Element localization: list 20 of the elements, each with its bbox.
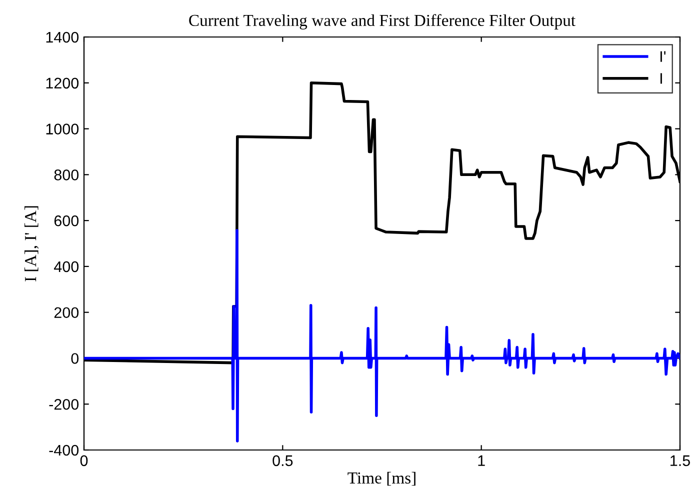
y-tick-label: 1200 xyxy=(46,78,79,89)
y-tick-label: 1400 xyxy=(46,32,79,43)
line-series xyxy=(84,229,680,442)
x-tick-label: 1 xyxy=(478,455,485,466)
y-tick-label: 1000 xyxy=(46,124,79,134)
y-tick-label: 200 xyxy=(54,307,79,318)
y-axis-title: I [A], I' [A] xyxy=(24,206,39,282)
x-axis-title: Time [ms] xyxy=(348,472,416,486)
legend-label: I xyxy=(660,73,662,84)
y-tick-label: -400 xyxy=(49,444,79,456)
x-tick-label: 0.5 xyxy=(272,455,293,466)
y-tick-label: 800 xyxy=(54,170,79,180)
chart-title: Current Traveling wave and First Difference Filter Output xyxy=(189,14,576,30)
y-tick-label: 400 xyxy=(54,261,79,272)
x-tick-label: 1.5 xyxy=(670,455,690,466)
x-tick-label: 0 xyxy=(80,455,88,466)
y-tick-label: -200 xyxy=(49,398,79,410)
legend-label: I' xyxy=(660,51,666,62)
y-tick-label: 0 xyxy=(71,353,79,364)
y-tick-label: 600 xyxy=(54,215,79,226)
